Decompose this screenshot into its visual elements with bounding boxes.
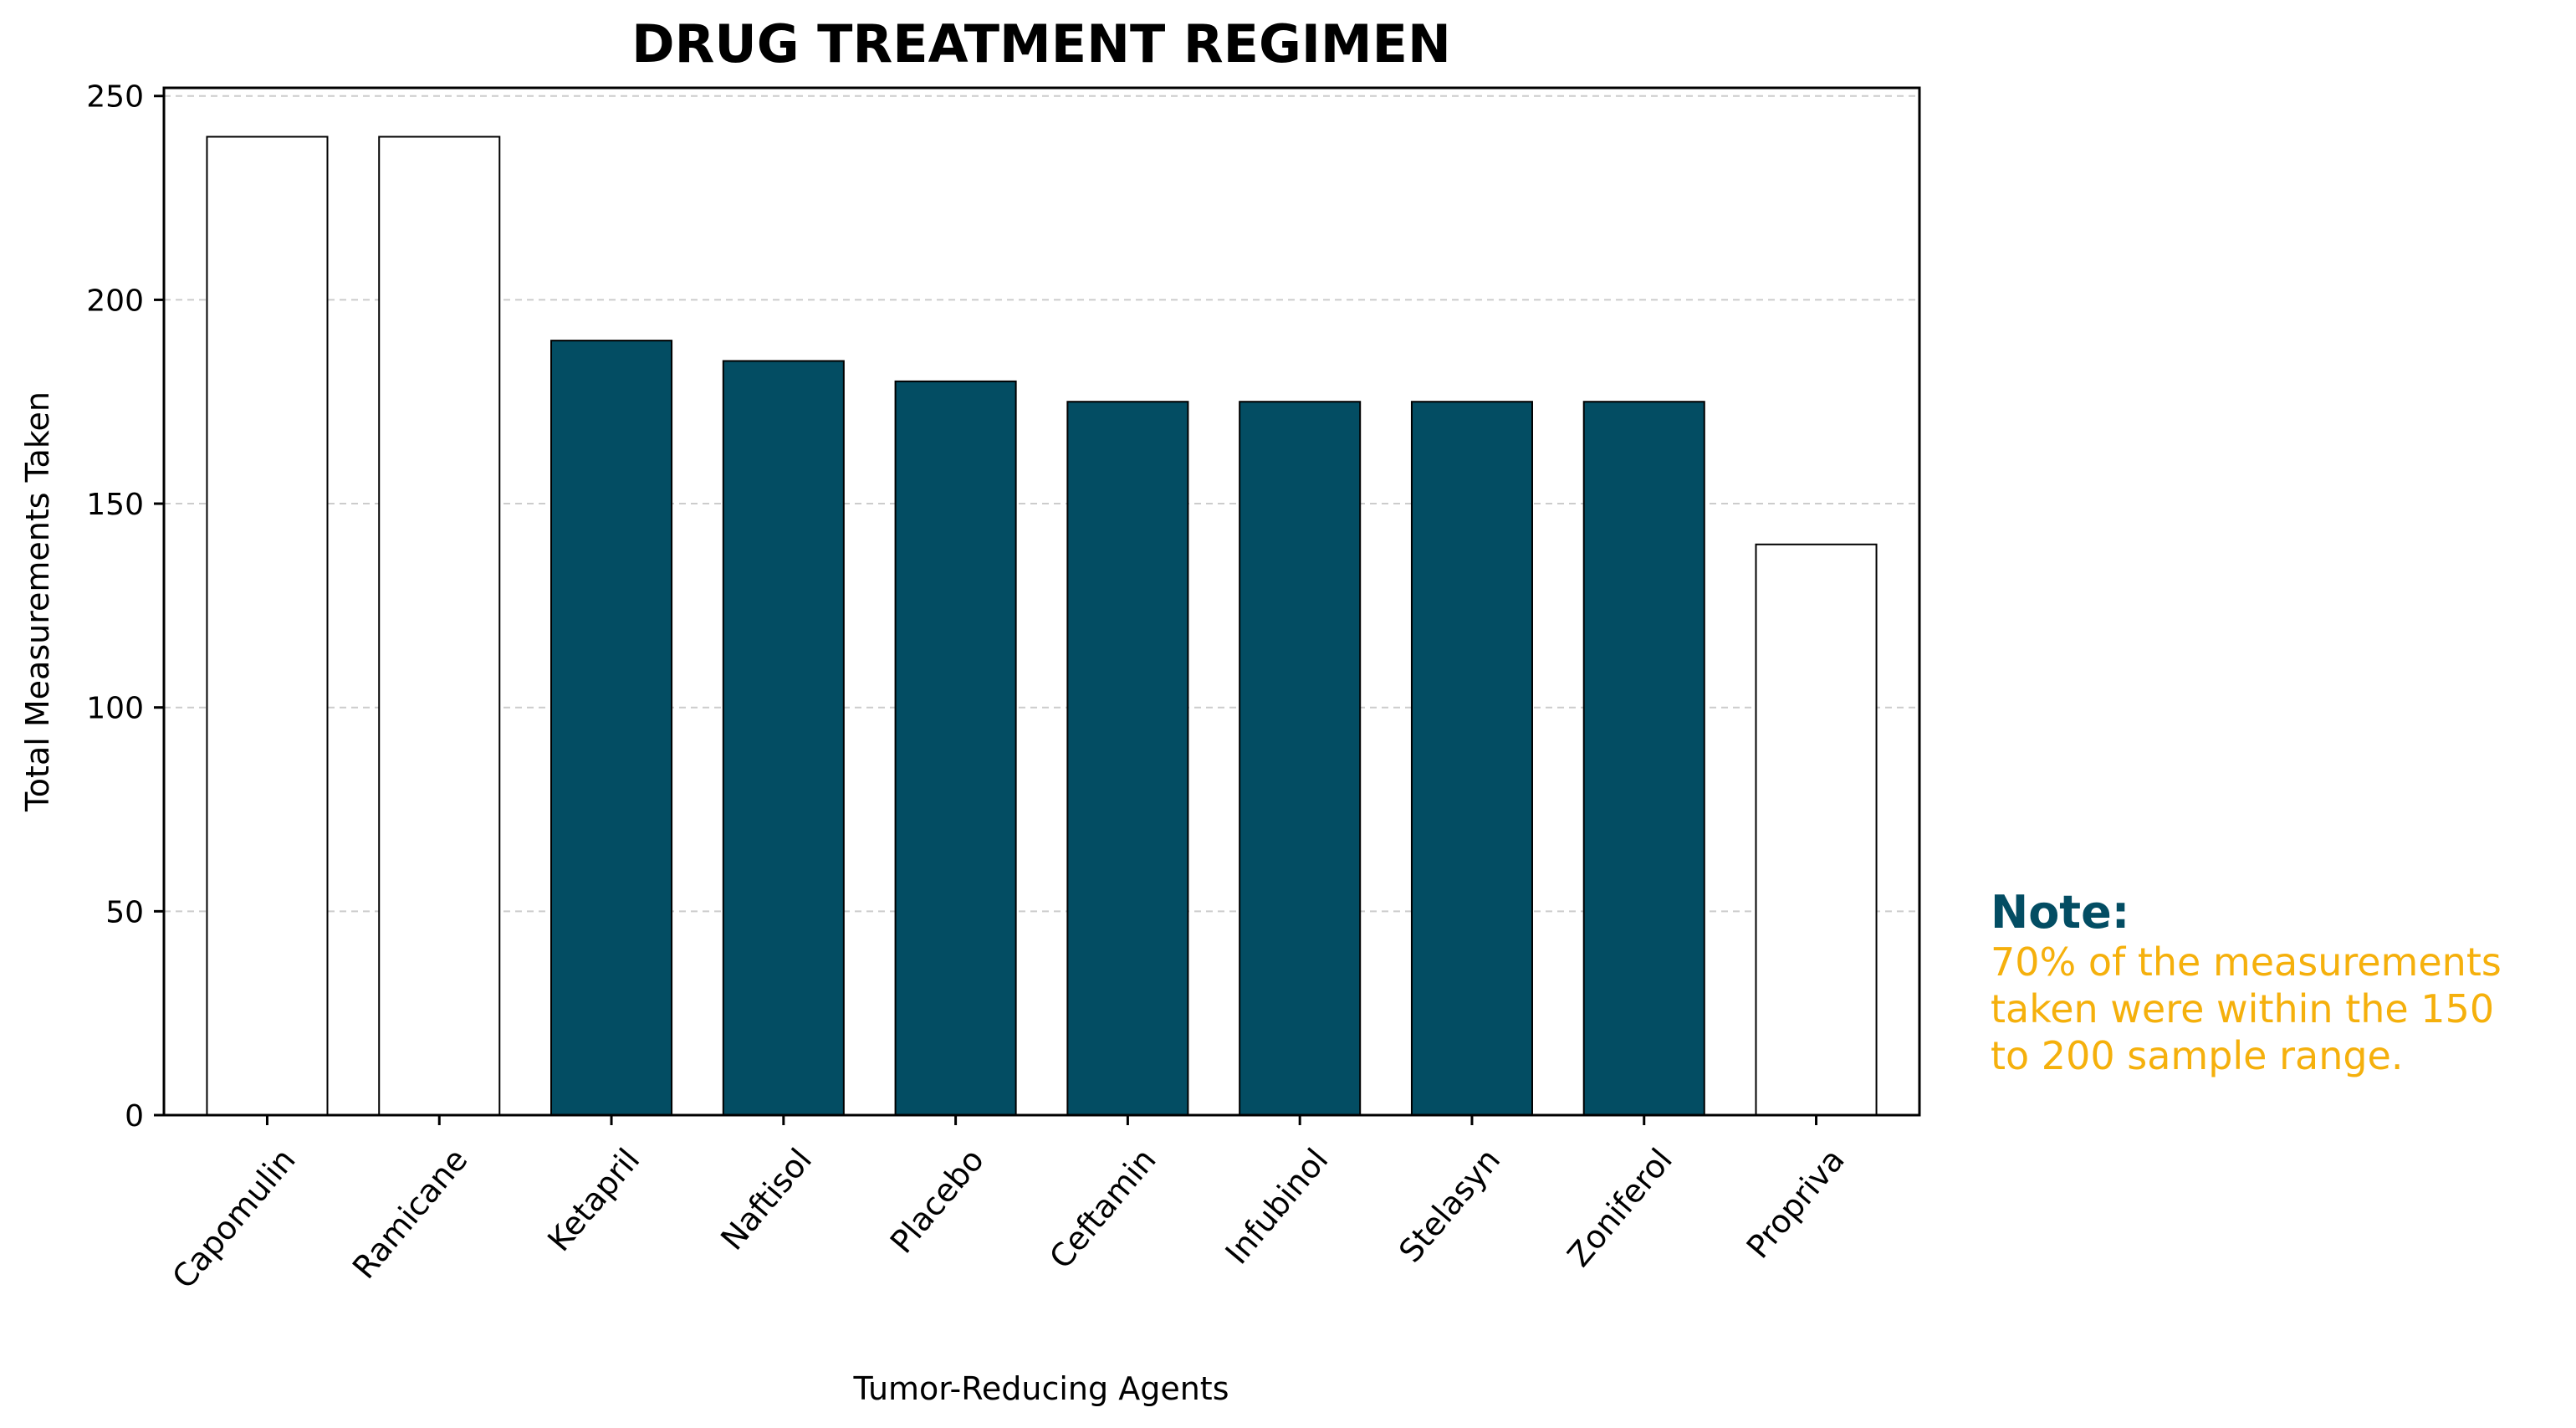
y-tick-label: 100 <box>86 692 144 726</box>
x-axis-ticks: Capomulin Ramicane Ketapril Naftisol Placebo… <box>165 1115 1852 1296</box>
y-tick-label: 250 <box>86 80 144 115</box>
bar-ramicane <box>378 136 501 1116</box>
y-axis-ticks: 0 50 100 150 200 250 <box>86 80 164 1134</box>
plot-frame <box>162 86 1921 1117</box>
bar-infubinol <box>1239 401 1362 1116</box>
chart-title: DRUG TREATMENT REGIMEN <box>631 13 1451 74</box>
y-tick-label: 50 <box>105 895 144 929</box>
bar-zoniferol <box>1582 401 1705 1116</box>
bar-naftisol <box>722 360 845 1116</box>
x-tick-label: Placebo <box>883 1142 991 1261</box>
bar-stelasyn <box>1410 401 1533 1116</box>
note-annotation: Note: 70% of the measurements taken were… <box>1991 887 2559 1079</box>
x-tick-label: Zoniferol <box>1561 1142 1680 1274</box>
x-tick-label: Stelasyn <box>1392 1142 1507 1270</box>
note-line: to 200 sample range. <box>1991 1033 2404 1078</box>
x-tick-label: Capomulin <box>165 1142 303 1296</box>
y-tick-label: 200 <box>86 284 144 318</box>
x-tick-label: Ramicane <box>345 1142 475 1286</box>
note-line: taken were within the 150 <box>1991 986 2495 1031</box>
bar-ketapril <box>550 340 673 1116</box>
x-tick-label: Propriva <box>1740 1142 1852 1266</box>
x-tick-label: Naftisol <box>713 1142 819 1257</box>
bar-propriva <box>1755 543 1878 1116</box>
x-tick-label: Infubinol <box>1219 1142 1336 1272</box>
note-title: Note: <box>1991 886 2130 939</box>
note-line: 70% of the measurements <box>1991 939 2502 985</box>
y-axis-label: Total Measurements Taken <box>19 392 56 812</box>
bar-capomulin <box>206 136 329 1116</box>
x-axis-label: Tumor-Reducing Agents <box>853 1370 1229 1407</box>
y-tick-label: 0 <box>125 1099 144 1134</box>
x-tick-label: Ketapril <box>540 1142 647 1259</box>
bars <box>206 136 1878 1117</box>
bar-placebo <box>894 380 1017 1117</box>
y-tick-label: 150 <box>86 488 144 522</box>
x-tick-label: Ceftamin <box>1042 1142 1163 1276</box>
bar-ceftamin <box>1066 401 1189 1116</box>
